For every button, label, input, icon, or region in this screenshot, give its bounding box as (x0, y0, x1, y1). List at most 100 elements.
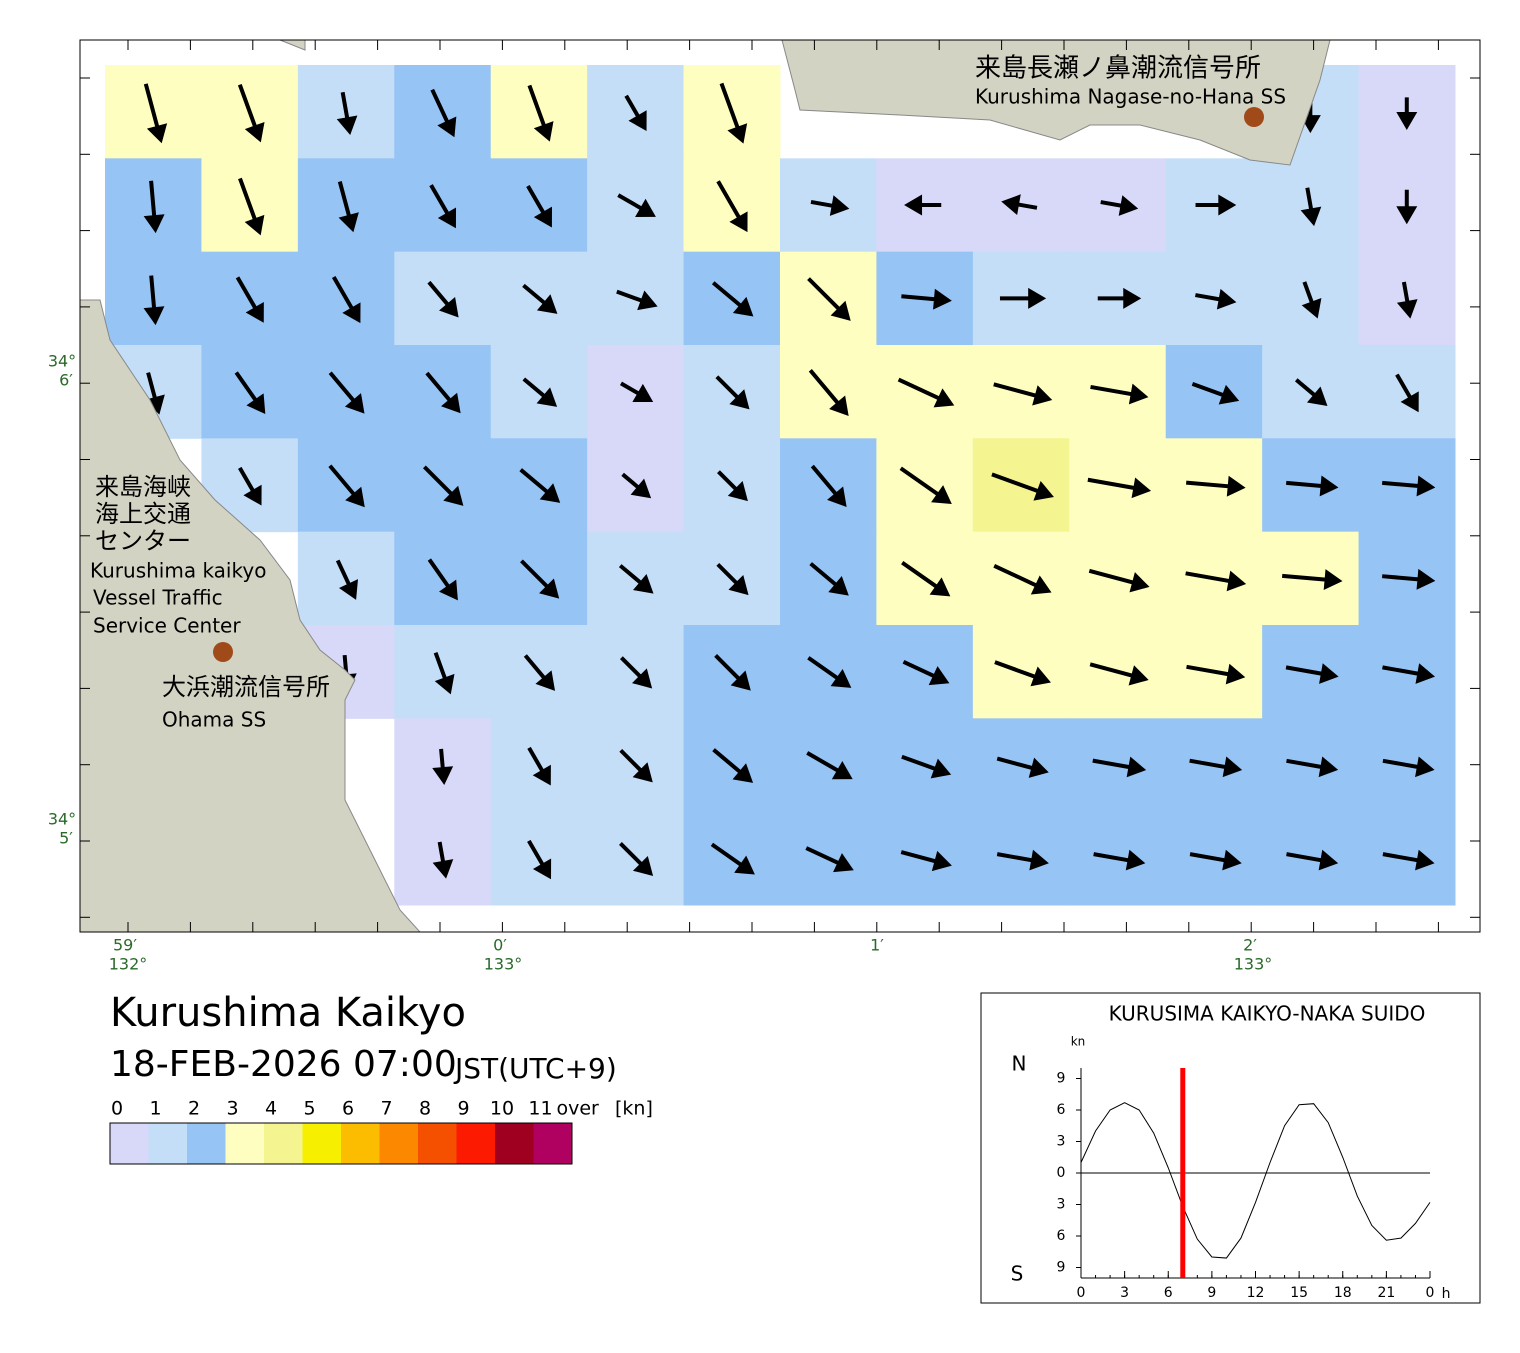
land-island (781, 39, 1331, 166)
tide-chart-frame (980, 992, 1481, 1304)
current-arrow (1382, 568, 1436, 590)
center-label: Service Center (93, 614, 241, 638)
current-arrow (519, 468, 561, 503)
current-arrow (1286, 475, 1339, 497)
current-arrow (1100, 195, 1139, 216)
center-label: Vessel Traffic (93, 586, 223, 610)
current-arrow (904, 194, 942, 216)
current-arrow (807, 277, 851, 321)
current-arrow (429, 184, 457, 229)
current-arrow (619, 841, 654, 877)
current-arrow (1382, 475, 1436, 497)
legend-swatch (533, 1123, 572, 1164)
land-left (79, 299, 422, 933)
timezone: JST(UTC+9) (453, 1052, 617, 1085)
current-arrow (1285, 663, 1339, 684)
current-arrow (427, 280, 459, 318)
current-arrows (143, 82, 1436, 880)
x-tick-label: 0 (1077, 1285, 1086, 1301)
station-dot (1244, 107, 1264, 127)
current-arrow (808, 369, 849, 417)
current-arrow (336, 91, 358, 136)
legend-swatch (148, 1123, 187, 1164)
current-arrow (432, 748, 454, 786)
legend-label: 8 (419, 1098, 431, 1120)
current-arrow (902, 659, 950, 686)
current-arrow (527, 839, 552, 880)
current-arrow (621, 472, 652, 499)
station-label: 大浜潮流信号所 (162, 673, 330, 701)
legend-label: 5 (303, 1098, 315, 1120)
lat-label: 34° (48, 352, 76, 371)
x-tick-label: 3 (1120, 1285, 1129, 1301)
legend-swatch (341, 1123, 380, 1164)
legend-swatch (302, 1123, 341, 1164)
frame-ticks (80, 40, 1480, 932)
current-arrow (996, 849, 1049, 871)
current-arrow (523, 654, 556, 691)
current-arrow (991, 472, 1054, 501)
current-arrow (143, 275, 165, 326)
y-tick-label: 3 (1057, 1197, 1066, 1213)
current-arrow (1001, 194, 1038, 215)
x-tick-label: 6 (1164, 1285, 1173, 1301)
current-arrow (617, 193, 656, 217)
current-arrow (1093, 849, 1146, 871)
station-label: 来島長瀬ノ鼻潮流信号所 (975, 54, 1261, 84)
current-arrow (1281, 569, 1343, 591)
x-unit: h (1442, 1286, 1451, 1302)
current-arrow (1286, 849, 1339, 871)
current-arrow (716, 180, 748, 233)
current-arrow (1294, 378, 1328, 407)
current-arrow (238, 466, 262, 506)
legend-label: 4 (265, 1098, 277, 1120)
current-arrow (143, 180, 165, 234)
current-arrow (810, 464, 847, 507)
station-label: Ohama SS (162, 708, 266, 732)
y-tick-label: 9 (1057, 1071, 1066, 1087)
legend-label: 10 (490, 1098, 514, 1120)
legend: 0 1 2 3 4 5 6 7 8 9 10 11 over [kn] (109, 1098, 653, 1165)
center-label: Kurushima kaikyo (90, 559, 266, 583)
lon-label: 133° (1234, 955, 1273, 974)
lat-label: 5′ (59, 829, 73, 848)
current-arrow (996, 756, 1049, 778)
lon-label: 1′ (870, 936, 884, 955)
current-arrow (331, 275, 361, 324)
legend-swatch (418, 1123, 457, 1164)
current-arrow (1089, 662, 1149, 686)
current-arrow (999, 287, 1047, 309)
current-arrow (901, 560, 951, 597)
current-arrow (1396, 281, 1418, 319)
current-arrow (616, 289, 658, 311)
legend-swatch (379, 1123, 418, 1164)
current-arrow (714, 654, 751, 691)
land (79, 39, 1331, 933)
current-arrow (328, 371, 365, 414)
current-arrow (619, 748, 653, 783)
y-tick-label: 6 (1057, 1102, 1066, 1118)
current-arrow (527, 746, 551, 786)
current-arrow (143, 83, 168, 144)
current-arrow (716, 562, 749, 596)
lon-label: 133° (484, 955, 523, 974)
current-arrow (1395, 373, 1419, 413)
x-tick-label: 18 (1334, 1285, 1352, 1301)
current-arrow (1186, 663, 1246, 685)
legend-swatch (110, 1123, 149, 1164)
current-arrow (237, 83, 265, 143)
current-arrow (810, 195, 850, 216)
current-arrow (1191, 381, 1240, 405)
title: Kurushima Kaikyo (110, 990, 466, 1036)
current-arrow (425, 371, 461, 414)
current-arrow (1300, 187, 1322, 227)
current-arrow (1186, 475, 1246, 497)
station-label: Kurushima Nagase-no-Hana SS (975, 85, 1286, 109)
current-arrow (619, 656, 653, 689)
center-label: センター (95, 527, 191, 555)
current-arrow (618, 564, 654, 594)
current-arrow (717, 470, 748, 502)
current-arrow (1088, 568, 1150, 593)
current-arrow (901, 288, 952, 310)
